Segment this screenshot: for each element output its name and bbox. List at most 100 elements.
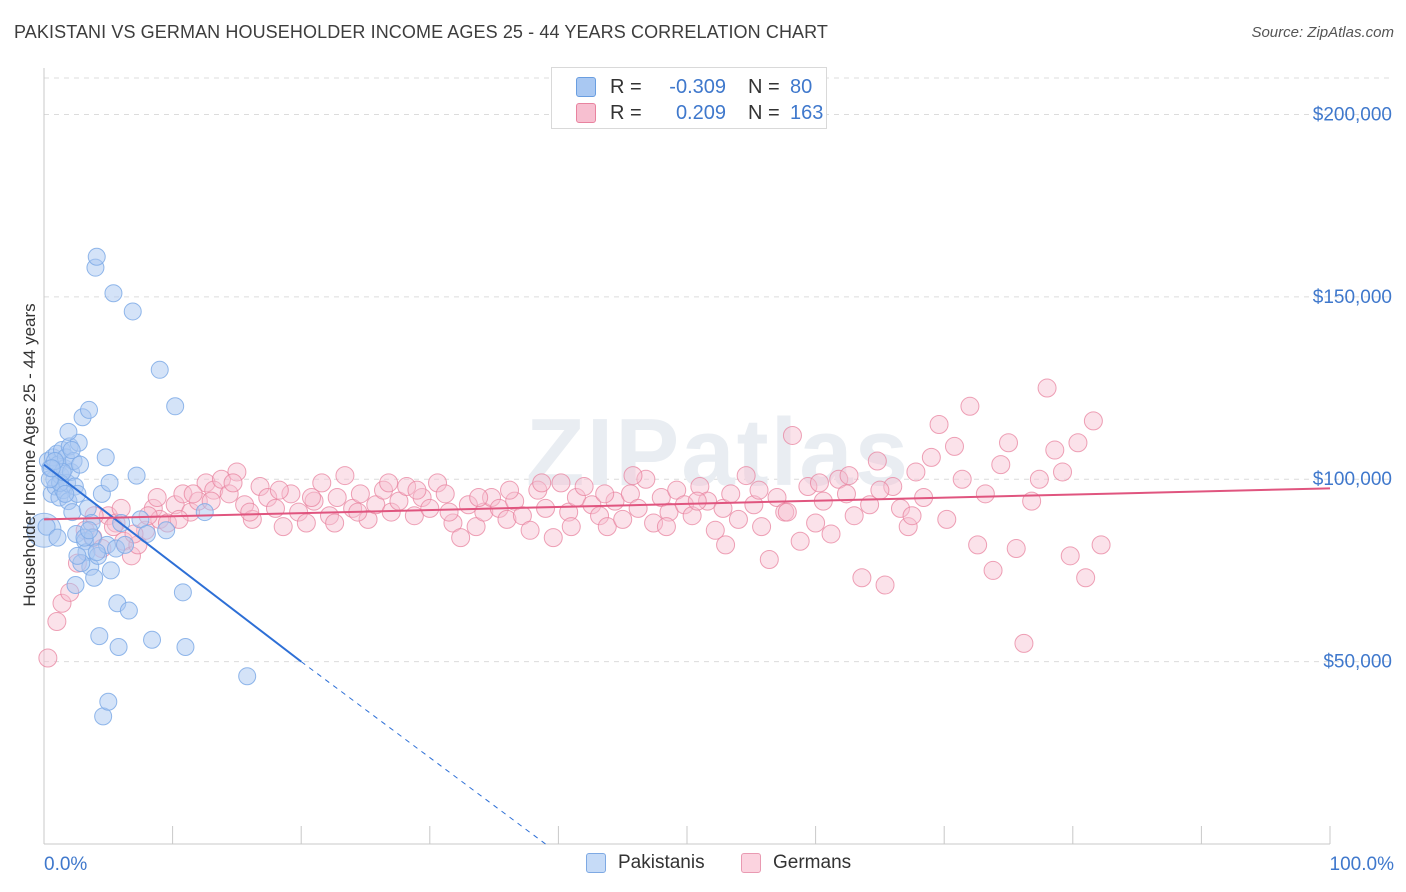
german-point (304, 491, 324, 511)
german-point (435, 484, 455, 504)
german-point (883, 477, 903, 497)
source-label: Source: ZipAtlas.com (1251, 24, 1394, 41)
german-point (512, 506, 532, 526)
german-point (844, 506, 864, 526)
pakistani-point (66, 576, 85, 595)
german-point (991, 455, 1011, 475)
german-point (690, 477, 710, 497)
german-point (561, 517, 581, 537)
german-point (595, 484, 615, 504)
pakistani-point (99, 692, 118, 711)
pakistani-point (62, 441, 81, 460)
german-point (169, 509, 189, 529)
german-point (1006, 539, 1026, 559)
r-label: R = (610, 101, 642, 124)
pakistanis-legend-swatch (586, 853, 606, 873)
german-point (466, 517, 486, 537)
german-point (335, 466, 355, 486)
pakistani-point (80, 400, 99, 419)
german-point (296, 513, 316, 533)
german-point (219, 484, 239, 504)
german-point (582, 495, 602, 515)
german-point (165, 495, 185, 515)
pakistanis-swatch (576, 77, 596, 97)
german-point (1060, 546, 1080, 566)
pakistani-point (176, 638, 195, 657)
german-point (659, 502, 679, 522)
german-point (269, 480, 289, 500)
german-point (551, 473, 571, 493)
germans-swatch (576, 103, 596, 123)
german-point (937, 509, 957, 529)
pakistani-point (68, 546, 87, 565)
german-point (443, 513, 463, 533)
r-value-germans: 0.209 (675, 101, 726, 124)
german-point (752, 517, 772, 537)
pakistani-points (26, 247, 257, 726)
pakistani-point (87, 247, 106, 266)
german-point (705, 520, 725, 540)
y-axis-label: Householder Income Ages 25 - 44 years (20, 303, 39, 607)
german-point (500, 480, 520, 500)
german-point (1053, 462, 1073, 482)
german-point (1014, 633, 1034, 653)
pakistani-point (119, 601, 138, 620)
german-point (301, 487, 321, 507)
pakistani-point (80, 521, 99, 540)
german-trend-line (43, 487, 1331, 521)
pakistani-point (123, 302, 142, 321)
german-point (952, 469, 972, 489)
german-point (906, 462, 926, 482)
german-point (644, 513, 664, 533)
german-point (721, 484, 741, 504)
legend-row-pakistanis: R = -0.309 N = 80 (576, 74, 812, 100)
german-point (902, 506, 922, 526)
grid-lines (44, 77, 1392, 663)
german-point (839, 466, 859, 486)
german-point (829, 469, 849, 489)
tick-labels: $50,000 $100,000 $150,000 $200,000 0.0% 100.0… (44, 104, 1394, 875)
german-point (327, 487, 347, 507)
german-point (682, 506, 702, 526)
german-point (944, 436, 964, 456)
pakistani-point (59, 422, 78, 441)
german-point (223, 473, 243, 493)
series-legend: Pakistanis Germans (0, 852, 1406, 878)
legend-item-germans[interactable]: Germans (741, 852, 851, 874)
r-value-pakistanis: -0.309 (669, 75, 726, 98)
german-point (716, 535, 736, 555)
pakistani-point (150, 360, 169, 379)
n-label: N = (748, 75, 780, 98)
german-point (281, 484, 301, 504)
watermark: ZIPatlas (526, 399, 910, 506)
german-point (620, 484, 640, 504)
n-value-pakistanis: 80 (790, 75, 813, 98)
german-point (474, 502, 494, 522)
german-point (744, 495, 764, 515)
german-point (173, 484, 193, 504)
pakistani-point (157, 521, 176, 540)
german-point (759, 549, 779, 569)
german-point (196, 473, 216, 493)
pakistani-point (109, 638, 128, 657)
pakistanis-legend-label: Pakistanis (618, 852, 705, 873)
legend-item-pakistanis[interactable]: Pakistanis (586, 852, 705, 874)
german-point (623, 466, 643, 486)
german-point (1068, 433, 1088, 453)
german-point (749, 480, 769, 500)
german-point (1037, 378, 1057, 398)
stats-legend: R = -0.309 N = 80 R = 0.209 N = 163 (551, 67, 827, 129)
german-point (469, 487, 489, 507)
german-point (870, 480, 890, 500)
german-point (1083, 411, 1103, 431)
german-point (983, 560, 1003, 580)
pakistani-point (87, 543, 106, 562)
german-point (1076, 568, 1096, 588)
pakistani-point (173, 583, 192, 602)
r-label: R = (610, 75, 642, 98)
pakistani-point (48, 528, 67, 547)
german-point (366, 495, 386, 515)
pakistani-point (90, 627, 109, 646)
x-tick-label-max: 100.0% (1330, 854, 1395, 875)
pakistani-point (238, 667, 257, 686)
